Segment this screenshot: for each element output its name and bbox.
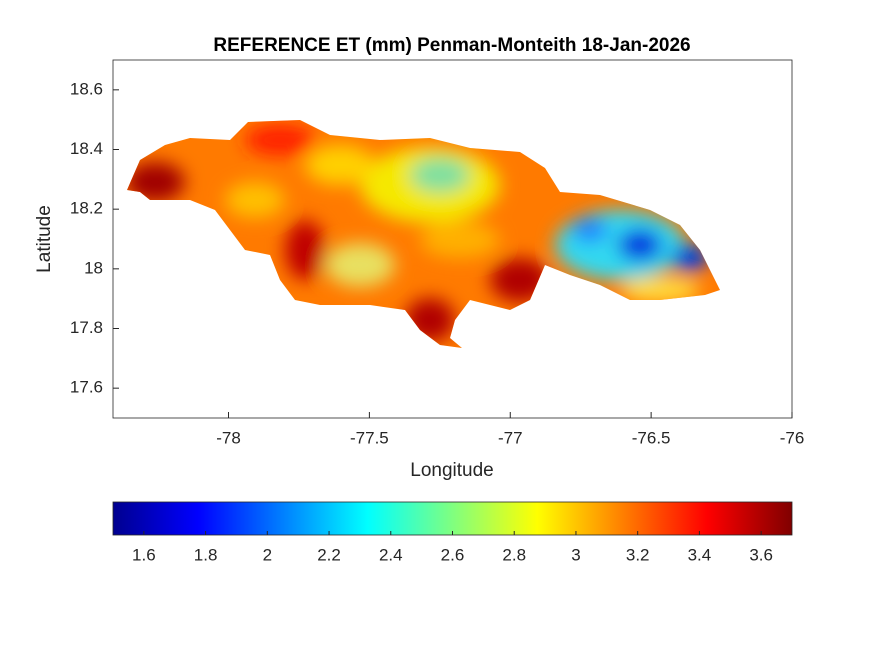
x-tick-label: -77 (498, 428, 523, 447)
colorbar-tick-label: 3.2 (626, 545, 650, 564)
x-tick-label: -76 (780, 428, 805, 447)
colorbar-tick-label: 1.8 (194, 545, 218, 564)
colorbar-tick-label: 2.4 (379, 545, 403, 564)
x-axis-label: Longitude (410, 460, 493, 481)
y-axis-label: Latitude (34, 205, 55, 273)
chart-title: REFERENCE ET (mm) Penman-Monteith 18-Jan… (213, 35, 690, 56)
colorbar-tick-label: 3.4 (688, 545, 712, 564)
y-tick-label: 18 (84, 258, 103, 277)
colorbar (112, 501, 793, 536)
colorbar-tick-label: 2.8 (502, 545, 526, 564)
colorbar-tick-label: 2.6 (441, 545, 465, 564)
x-tick-label: -77.5 (350, 428, 389, 447)
colorbar-tick-label: 3.6 (749, 545, 773, 564)
y-tick-label: 17.6 (70, 378, 103, 397)
colorbar-tick-label: 3 (571, 545, 580, 564)
x-tick-label: -78 (216, 428, 241, 447)
colorbar-tick-label: 2 (263, 545, 272, 564)
y-tick-label: 18.4 (70, 139, 103, 158)
y-tick-label: 17.8 (70, 318, 103, 337)
colorbar-tick-label: 2.2 (317, 545, 341, 564)
y-tick-label: 18.2 (70, 199, 103, 218)
colorbar-tick-label: 1.6 (132, 545, 156, 564)
x-tick-label: -76.5 (632, 428, 671, 447)
y-tick-label: 18.6 (70, 79, 103, 98)
